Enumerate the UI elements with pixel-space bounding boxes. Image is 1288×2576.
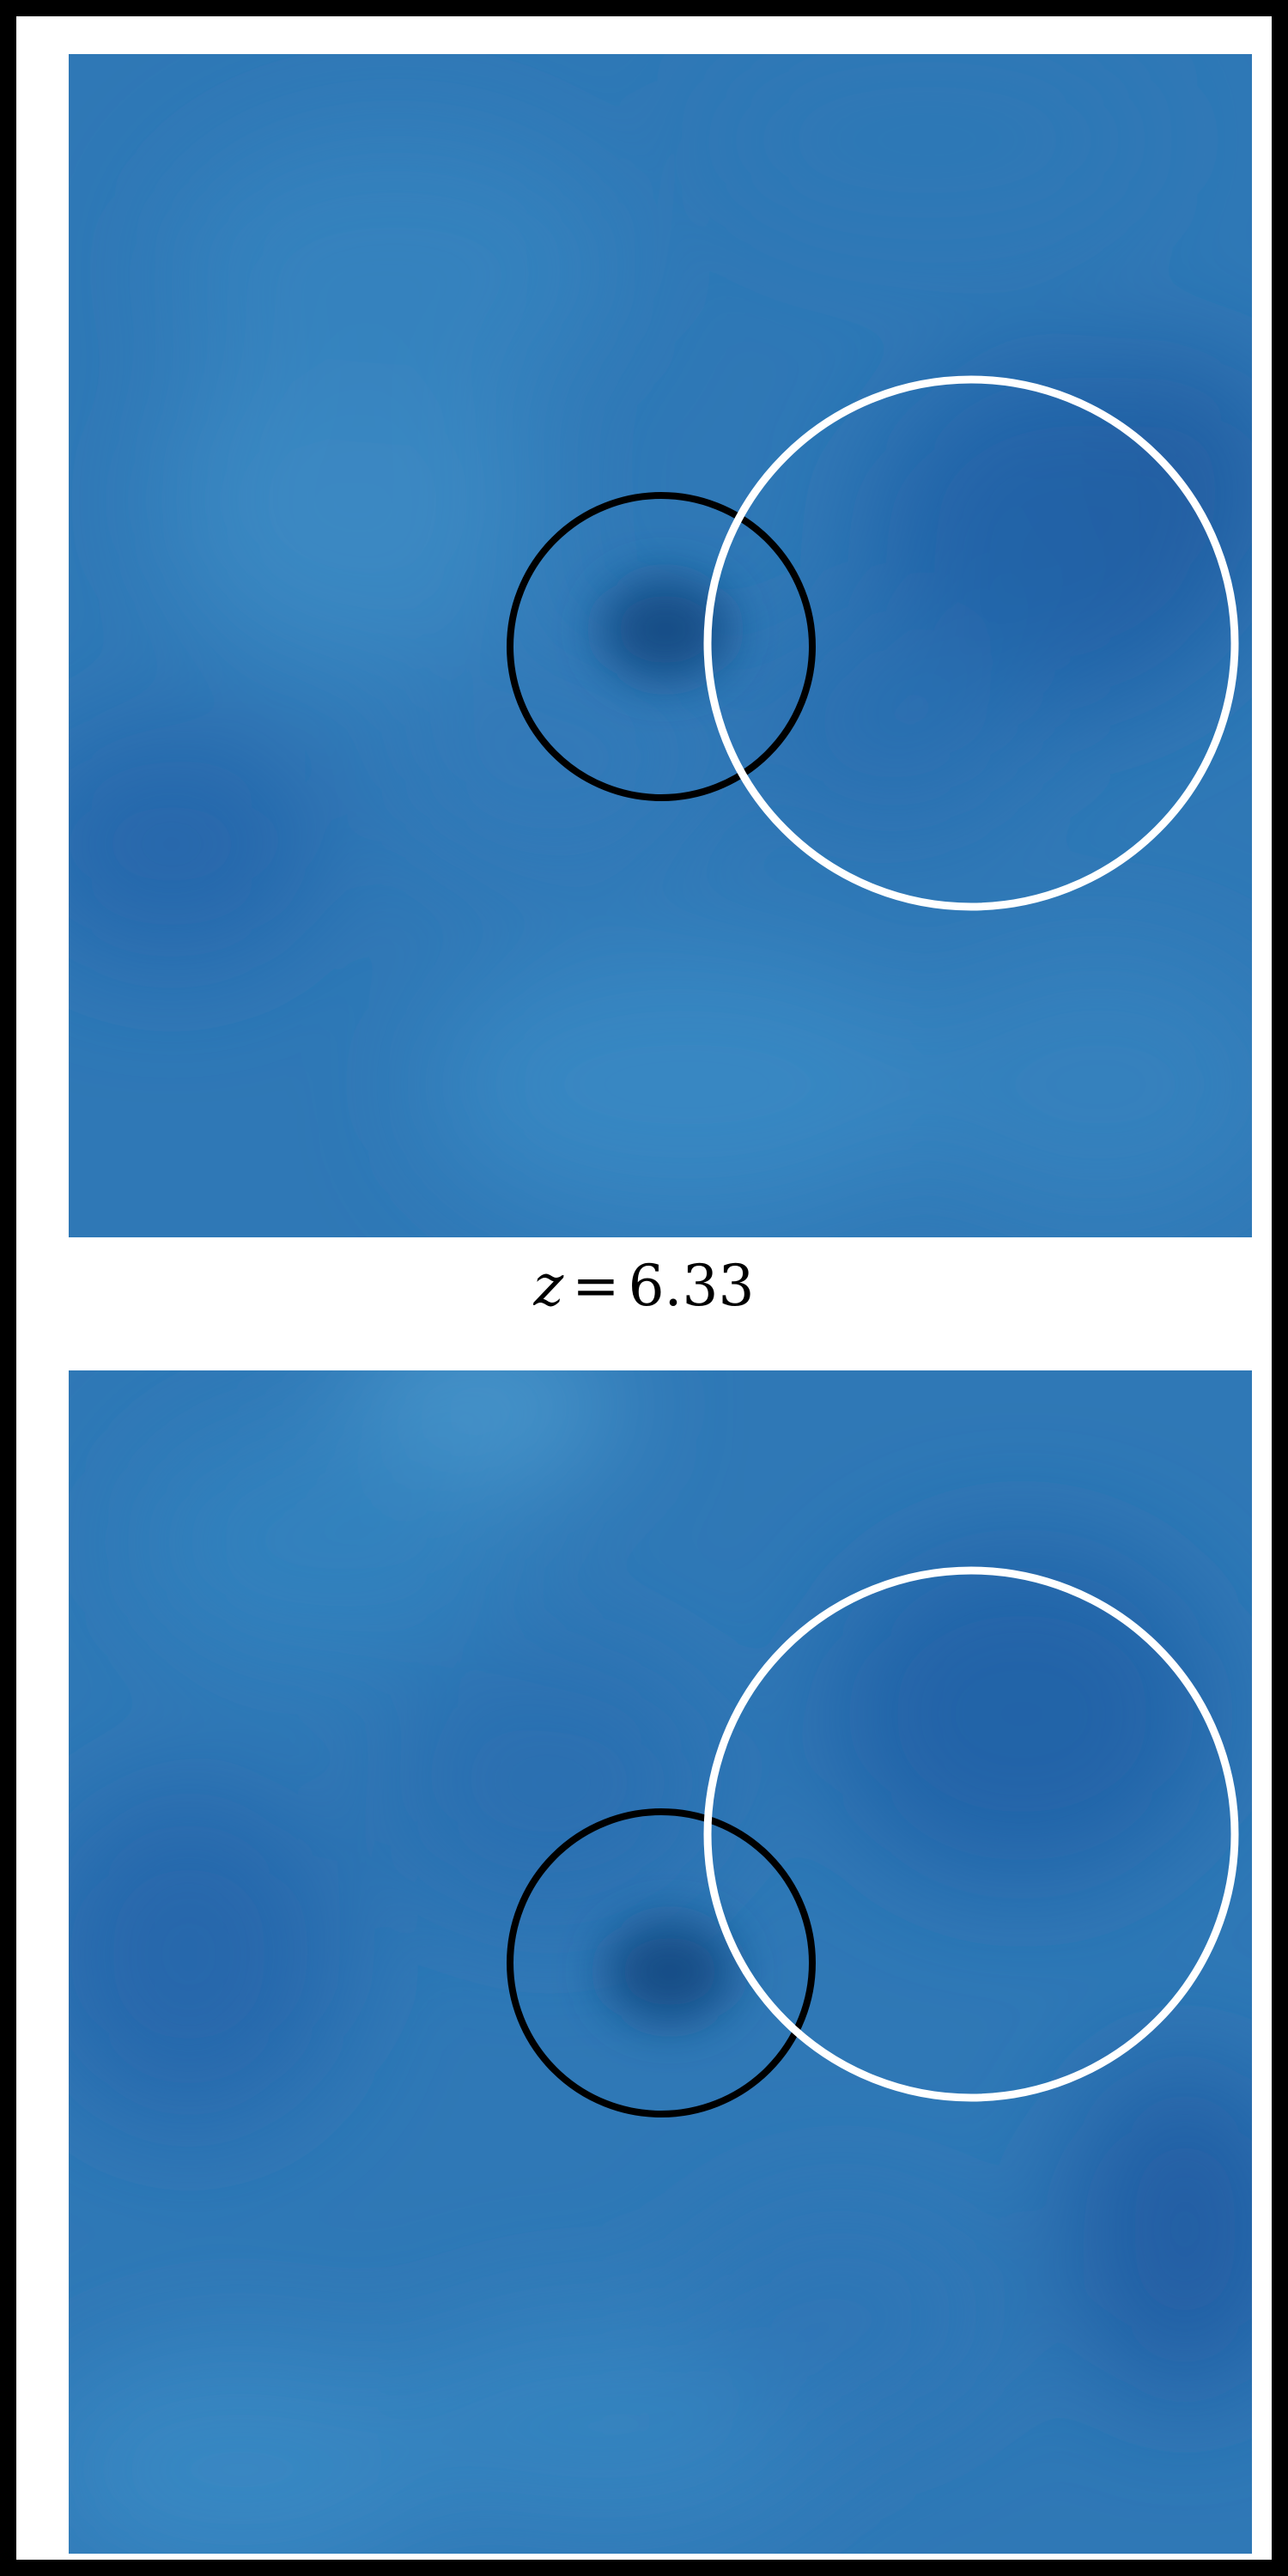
cold-spot xyxy=(605,1920,734,2023)
top-map-panel xyxy=(69,54,1252,1237)
large-white-circle xyxy=(703,375,1239,911)
map-texture xyxy=(69,54,1252,1222)
large-white-circle xyxy=(703,1566,1239,2102)
bottom-map-image xyxy=(69,1370,1252,2554)
redshift-value: 6.33 xyxy=(628,1253,755,1319)
figure-frame: z = 6.33 xyxy=(16,16,1272,2560)
bottom-map-panel xyxy=(69,1370,1252,2554)
redshift-label: z = 6.33 xyxy=(16,1258,1272,1315)
redshift-variable: z xyxy=(533,1253,564,1319)
small-black-circle xyxy=(507,1808,816,2117)
small-black-circle xyxy=(507,492,816,801)
map-texture xyxy=(69,1370,1252,2554)
top-map-image xyxy=(69,54,1252,1237)
redshift-equals: = xyxy=(572,1253,620,1319)
cold-spot xyxy=(601,578,730,681)
